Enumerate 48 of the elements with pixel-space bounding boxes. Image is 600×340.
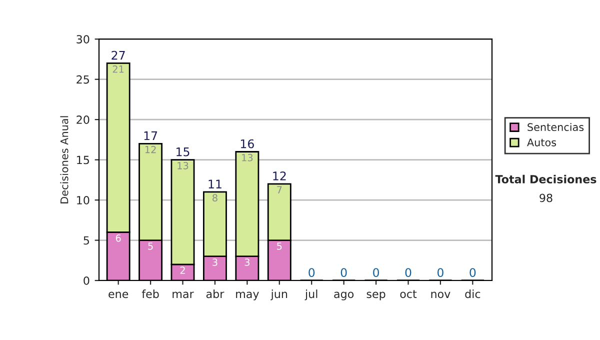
data-label: 3: [244, 258, 250, 266]
y-tick-label: 30: [76, 35, 90, 44]
data-label: 21: [112, 65, 124, 73]
data-label: 13: [178, 162, 188, 170]
total-label: 0: [470, 268, 476, 278]
legend-label: Autos: [527, 138, 556, 146]
x-tick-label: may: [236, 292, 259, 300]
data-label: 5: [148, 242, 153, 250]
data-label: 13: [242, 154, 253, 162]
x-tick-label: jul: [304, 290, 318, 300]
data-label: 5: [277, 242, 282, 250]
total-label: 11: [208, 180, 222, 188]
y-tick-label: 5: [84, 236, 89, 245]
text: 98: [540, 194, 552, 202]
total-label: 0: [308, 268, 315, 278]
x-tick-label: mar: [172, 292, 194, 298]
data-label: 8: [212, 194, 218, 202]
x-tick-label: ene: [108, 292, 128, 298]
y-tick-label: 20: [76, 116, 90, 124]
x-tick-label: sep: [366, 292, 386, 300]
data-label: 3: [212, 258, 218, 266]
legend-label: Sentencias: [528, 122, 584, 132]
y-axis-title: Decisiones Anual: [60, 116, 68, 204]
y-tick-label: 10: [77, 196, 90, 204]
x-tick-label: dic: [465, 290, 480, 298]
total-label: 0: [437, 268, 444, 278]
y-tick-label: 0: [84, 276, 90, 285]
total-label: 16: [240, 139, 254, 148]
y-tick-label: 25: [76, 75, 89, 84]
data-label: 12: [145, 146, 156, 154]
x-tick-label: abr: [206, 290, 224, 298]
y-tick-label: 15: [77, 156, 89, 164]
total-label: 0: [405, 268, 412, 278]
data-label: 6: [116, 234, 121, 242]
total-label: 0: [373, 268, 380, 278]
x-tick-label: ago: [334, 292, 354, 300]
data-label: 2: [180, 266, 185, 274]
total-label: 0: [340, 268, 347, 278]
data-label: 7: [277, 186, 282, 194]
x-tick-label: oct: [400, 290, 417, 298]
x-tick-label: nov: [431, 292, 450, 298]
x-tick-label: feb: [142, 290, 159, 298]
total-label: 27: [112, 50, 125, 60]
total-label: 15: [176, 148, 190, 156]
total-label: 17: [144, 131, 158, 140]
text: Total Decisiones: [495, 174, 596, 184]
x-tick-label: jun: [270, 290, 288, 300]
total-label: 12: [273, 172, 286, 180]
